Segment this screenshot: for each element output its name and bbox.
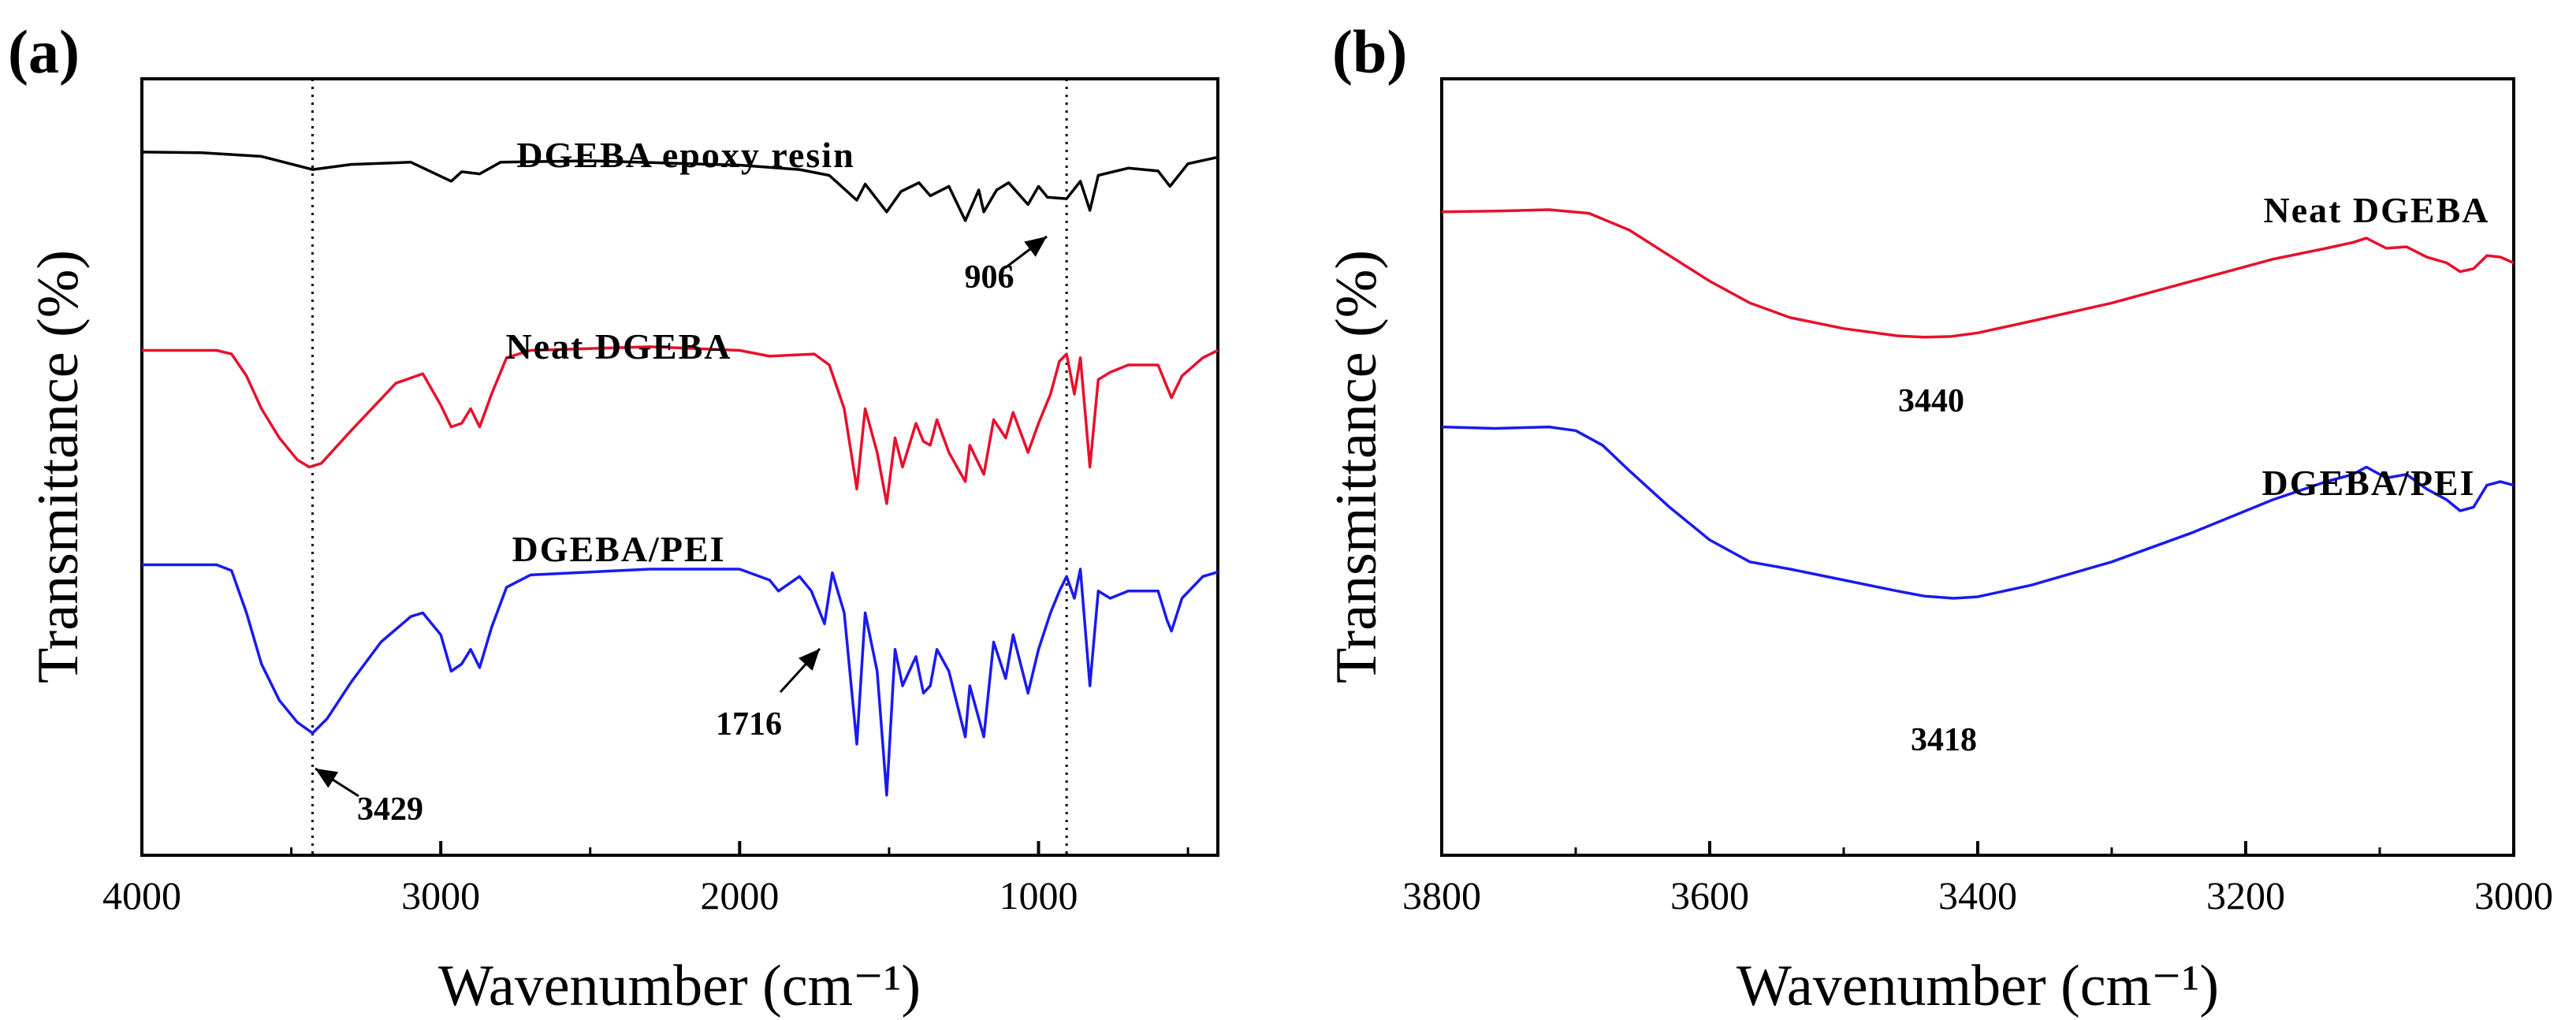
series-label-neat-dgeba: Neat DGEBA xyxy=(505,326,731,367)
x-tick-label-4000: 4000 xyxy=(102,873,181,918)
series-line-dgeba-pei xyxy=(142,563,1219,797)
x-tick-label-2000: 2000 xyxy=(700,873,779,918)
x-tick-label-3000: 3000 xyxy=(2474,873,2553,918)
series-line-dgeba-epoxy-resin xyxy=(141,151,1219,222)
annotation-label-3440: 3440 xyxy=(1898,383,1964,419)
x-tick-label-3400: 3400 xyxy=(1938,873,2017,918)
annotation-label-1716: 1716 xyxy=(716,706,782,743)
annotation-arrow-3429 xyxy=(315,767,359,798)
panel-b-y-axis-title: Transmittance (%) xyxy=(1324,250,1389,683)
panel-b-letter: (b) xyxy=(1332,17,1407,86)
panel-a-chart: (a) 4000 3000 2000 1000 906 1716 3429 DGEBA e… xyxy=(8,17,1219,1018)
x-tick-label-3000: 3000 xyxy=(401,873,480,918)
series-line-neat-dgeba xyxy=(142,345,1219,505)
series-line-dgeba-pei xyxy=(1441,425,2515,600)
annotation-label-3418: 3418 xyxy=(1911,722,1977,758)
annotation-label-906: 906 xyxy=(965,259,1014,296)
series-label-dgeba-epoxy-resin: DGEBA epoxy resin xyxy=(516,135,854,175)
panel-b-x-axis-title: Wavenumber (cm⁻¹) xyxy=(1737,954,2219,1018)
panel-b-chart: (b) 3800 3600 3400 3200 3000 3440 3418 Neat D… xyxy=(1324,17,2553,1018)
panel-a-x-axis-title: Wavenumber (cm⁻¹) xyxy=(438,954,921,1018)
x-tick-label-3200: 3200 xyxy=(2206,873,2285,918)
panel-a-letter: (a) xyxy=(8,17,80,86)
x-tick-label-1000: 1000 xyxy=(1000,873,1078,918)
annotation-arrow-906 xyxy=(1004,235,1048,270)
series-label-dgeba-pei: DGEBA/PEI xyxy=(512,529,725,569)
x-tick-label-3600: 3600 xyxy=(1670,873,1749,918)
series-label-neat-dgeba-b: Neat DGEBA xyxy=(2263,190,2489,230)
annotation-arrow-1716 xyxy=(779,647,821,694)
series-label-dgeba-pei-b: DGEBA/PEI xyxy=(2261,463,2475,503)
x-tick-label-3800: 3800 xyxy=(1402,873,1481,918)
panel-a-y-axis-title: Transmittance (%) xyxy=(26,250,91,683)
series-line-neat-dgeba xyxy=(1441,208,2515,339)
annotation-label-3429: 3429 xyxy=(357,791,423,828)
panel-a-plot-frame xyxy=(140,77,1219,857)
